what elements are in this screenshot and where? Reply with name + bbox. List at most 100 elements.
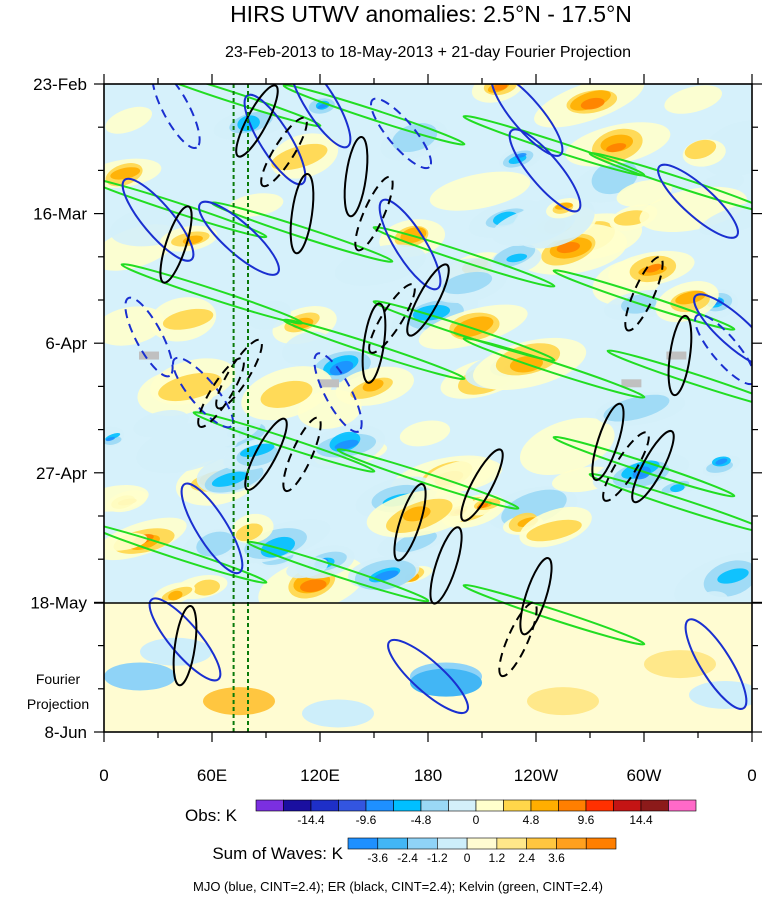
obs-anomaly-cell (394, 531, 437, 553)
mjo-contour (693, 293, 752, 369)
projection-anomaly-field (104, 603, 752, 732)
er-contour (172, 604, 198, 687)
colorbar-swatch (437, 837, 468, 850)
er-contour (631, 429, 675, 504)
colorbar-swatch (585, 799, 614, 812)
er-contour (519, 557, 553, 636)
y-tick-label: 6-Apr (45, 334, 87, 353)
obs-anomaly-cell (104, 484, 149, 512)
colorbar-tick-label: 1.2 (489, 851, 506, 865)
obs-anomaly-cell (162, 308, 214, 330)
projection-anomaly-cell (203, 687, 275, 716)
reference-longitude-lines (232, 84, 249, 732)
projection-label-line1: Fourier (36, 671, 81, 687)
obs-anomaly-cell (442, 271, 493, 295)
colorbar-tick-label: 9.6 (578, 813, 595, 827)
colorbar-tick-label: 4.8 (523, 813, 540, 827)
er-contour (667, 314, 693, 397)
obs-anomaly-cell (168, 590, 183, 601)
er-contour (624, 256, 664, 332)
mjo-contour (508, 128, 582, 213)
x-tick-label: 180 (414, 766, 442, 785)
colorbar-swatch (613, 799, 642, 812)
obs-anomaly-cell (493, 84, 508, 91)
colorbar-swatch (255, 799, 284, 812)
colorbar-tick-label: 2.4 (518, 851, 535, 865)
missing-data-patch (621, 379, 642, 388)
colorbar-swatch (640, 799, 669, 812)
colorbar-tick-label: -4.8 (411, 813, 432, 827)
y-tick-label: 23-Feb (33, 75, 87, 94)
er-contour (406, 263, 450, 337)
colorbar-swatch (466, 837, 498, 850)
chart-subtitle: 23-Feb-2013 to 18-May-2013 + 21-day Four… (225, 44, 631, 61)
missing-data-patch (319, 379, 339, 388)
projection-anomaly-cell (410, 668, 482, 697)
x-tick-label: 120E (300, 766, 340, 785)
obs-colorbar: -14.4 -9.6 -4.8 0 4.8 9.6 14.4 (255, 799, 697, 827)
colorbar-swatch (556, 837, 587, 850)
mjo-contour (288, 84, 352, 149)
colorbar-tick-label: -14.4 (297, 813, 325, 827)
er-contour (591, 402, 625, 482)
obs-anomaly-cell (282, 331, 331, 365)
obs-anomaly-cell (105, 436, 115, 442)
kelvin-contour (138, 84, 322, 128)
mjo-contour (684, 618, 748, 710)
kelvin-contour (282, 318, 466, 381)
kelvin-contour (192, 411, 376, 473)
obs-anomaly-cell (603, 394, 670, 422)
obs-anomaly-cell (196, 531, 235, 557)
obs-anomaly-cell (684, 139, 717, 160)
colorbar-swatch (475, 799, 504, 812)
plot-area (94, 83, 762, 733)
colorbar-tick-label: -2.4 (397, 851, 418, 865)
obs-anomaly-cell (235, 523, 263, 542)
colorbar-swatch (558, 799, 587, 812)
kelvin-contour (104, 522, 268, 584)
colorbar-swatch (526, 837, 557, 850)
obs-anomaly-cell (104, 532, 148, 551)
obs-anomaly-cell (424, 458, 503, 493)
kelvin-contour (372, 300, 556, 362)
obs-anomaly-cell (329, 360, 354, 376)
obs-anomaly-cell (110, 167, 141, 180)
obs-anomaly-cell (399, 420, 451, 447)
projection-anomaly-cell (644, 650, 716, 679)
colorbar-tick-label: -3.6 (367, 851, 388, 865)
projection-anomaly-cell (527, 687, 599, 716)
kelvin-contour (588, 472, 752, 535)
x-tick-label: 0 (747, 766, 756, 785)
colorbar-swatch (347, 837, 379, 850)
kelvin-contour (606, 349, 752, 411)
obs-anomaly-cell (193, 579, 221, 596)
mjo-contour (243, 93, 307, 186)
obs-anomaly-cell (260, 380, 313, 408)
chart-title: HIRS UTWV anomalies: 2.5°N - 17.5°N (230, 1, 632, 27)
obs-anomaly-cell (299, 579, 327, 593)
obs-anomaly-cell (373, 570, 399, 581)
kelvin-contour (282, 84, 466, 146)
obs-anomaly-cell (211, 471, 248, 487)
er-contour (354, 175, 394, 252)
kelvin-contour (336, 448, 520, 510)
projection-anomaly-cell (302, 699, 374, 728)
obs-anomaly-cell (616, 179, 672, 207)
colorbar-tick-label: 0 (473, 813, 480, 827)
colorbar-swatch (283, 799, 312, 812)
er-contour (498, 601, 538, 678)
x-tick-label: 60E (197, 766, 227, 785)
mjo-contour (370, 97, 433, 170)
er-contour (260, 116, 308, 188)
waves-colorbar: -3.6 -2.4 -1.2 0 1.2 2.4 3.6 (347, 837, 617, 865)
colorbar-swatch (530, 799, 559, 812)
mjo-contour (172, 356, 235, 429)
mjo-contour (694, 313, 752, 386)
missing-data-patch (139, 351, 159, 360)
er-contour (343, 135, 369, 218)
er-contour (368, 283, 416, 354)
kelvin-contour (372, 226, 556, 288)
kelvin-contour (552, 435, 736, 498)
projection-label-line2: Projection (27, 696, 89, 712)
